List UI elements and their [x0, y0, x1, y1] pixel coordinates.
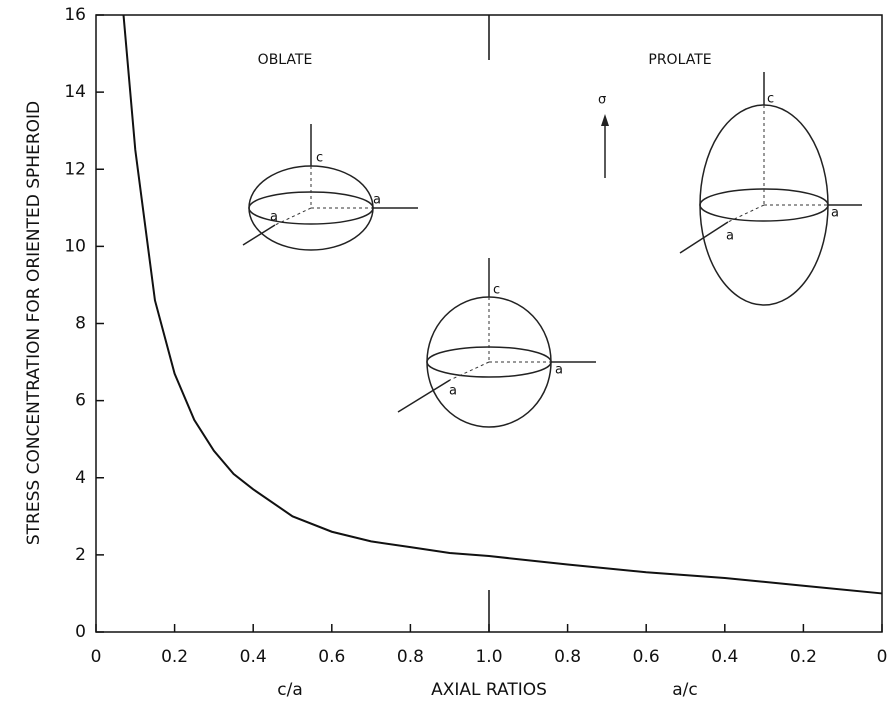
y-tick-label: 12 [64, 159, 86, 179]
oblate-spheroid [242, 124, 418, 251]
sigma-label: σ [598, 93, 606, 108]
axis-c-label: c [493, 283, 500, 298]
x-tick-label: 0 [877, 647, 888, 667]
x-tick-label: 0.4 [240, 647, 267, 667]
y-tick-label: 2 [75, 545, 86, 565]
x-tick-label: 0.4 [711, 647, 738, 667]
axis-a-label: a [555, 363, 563, 378]
curve [122, 14, 883, 595]
x-tick-label: 1.0 [475, 647, 502, 667]
x-axis-label-right: a/c [672, 680, 698, 700]
x-axis-label-left: c/a [277, 680, 303, 700]
y-tick-label: 8 [75, 314, 86, 334]
x-tick-label: 0.8 [554, 647, 581, 667]
y-tick-label: 4 [75, 468, 86, 488]
y-tick-label: 10 [64, 236, 86, 256]
x-tick-label: 0 [91, 647, 102, 667]
x-tick-label: 0.8 [397, 647, 424, 667]
axis-a-label: a [270, 210, 278, 225]
stress-arrow [601, 114, 609, 178]
y-tick-label: 0 [75, 622, 86, 642]
x-tick-label: 0.2 [161, 647, 188, 667]
axis-a-label: a [373, 193, 381, 208]
y-axis-label: STRESS CONCENTRATION FOR ORIENTED SPHERO… [24, 101, 44, 545]
x-tick-label: 0.6 [633, 647, 660, 667]
y-tick-label: 16 [64, 5, 86, 25]
sphere [397, 258, 596, 428]
oblate-label: OBLATE [258, 52, 313, 68]
axis-a-label: a [726, 229, 734, 244]
axis-c-label: c [316, 151, 323, 166]
axis-a-label: a [831, 206, 839, 221]
x-tick-label: 0.2 [790, 647, 817, 667]
axis-c-label: c [767, 92, 774, 107]
x-axis-label: AXIAL RATIOS [431, 680, 547, 700]
y-tick-label: 6 [75, 391, 86, 411]
axis-a-label: a [449, 384, 457, 399]
y-tick-label: 14 [64, 82, 86, 102]
prolate-spheroid [679, 72, 862, 306]
prolate-label: PROLATE [648, 52, 711, 68]
x-tick-label: 0.6 [318, 647, 345, 667]
